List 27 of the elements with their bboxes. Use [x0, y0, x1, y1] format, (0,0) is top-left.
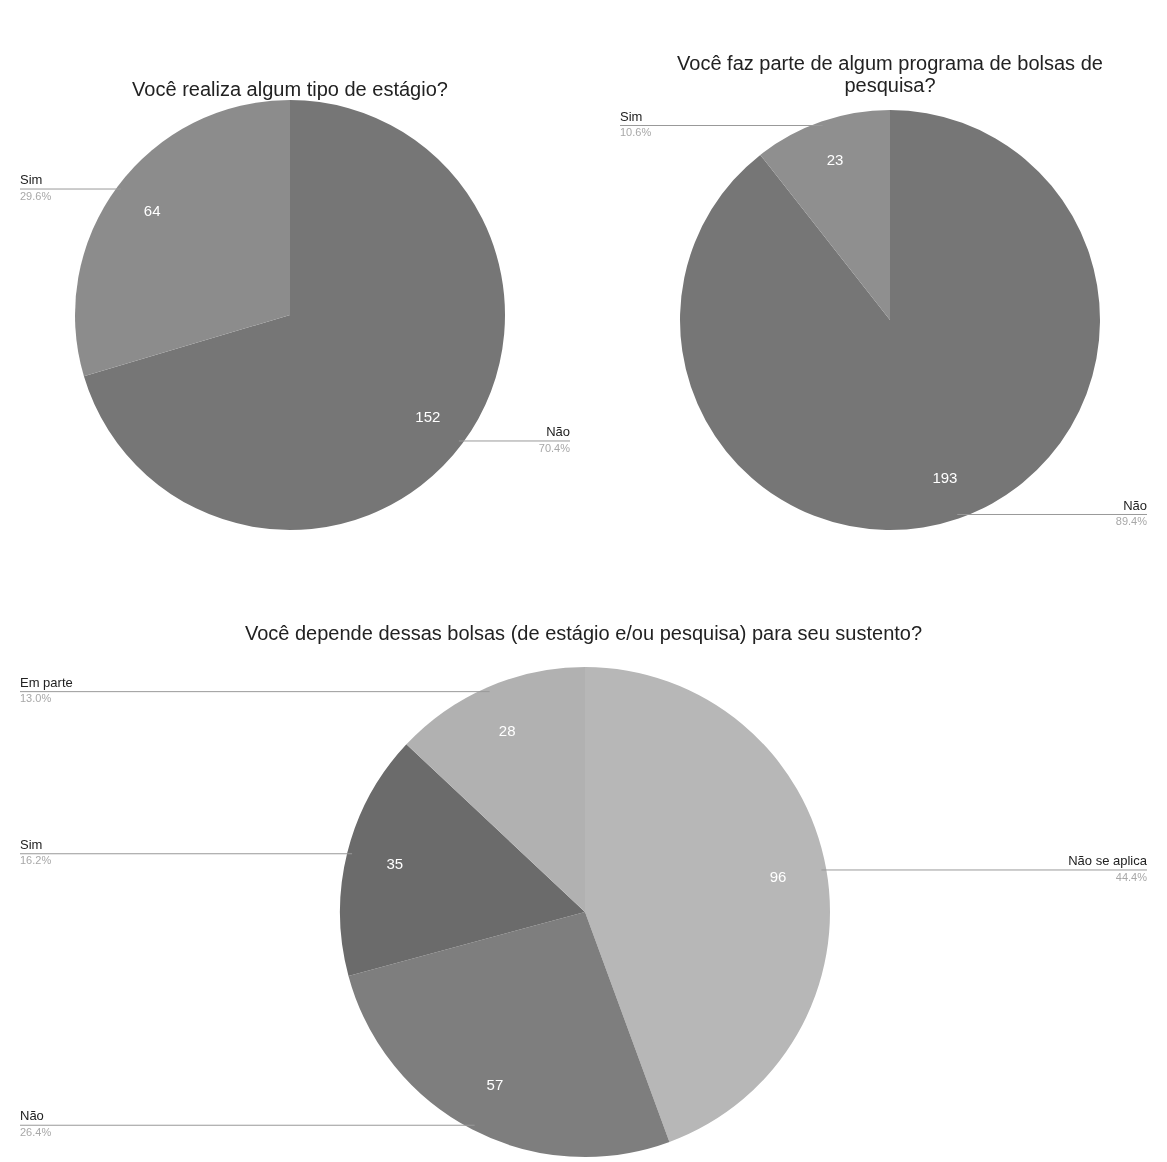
chart-title: Você depende dessas bolsas (de estágio e/ou pesquisa) para seu sustento?: [243, 622, 924, 644]
slice-label: Não: [1123, 497, 1147, 513]
text: 57: [486, 1076, 504, 1094]
data-label: 16.2%: [20, 854, 52, 867]
text: 23: [826, 151, 844, 169]
chart-title: Você realiza algum tipo de estágio?: [131, 78, 449, 100]
data-label: 29.6%: [20, 189, 52, 202]
text: 64: [143, 202, 161, 220]
data-label: 13.0%: [20, 692, 52, 705]
data-label: 89.4%: [1115, 515, 1148, 528]
chart-title: Você faz parte de algum programa de bolsas de pesquisa?: [676, 52, 1104, 96]
text: 35: [386, 854, 404, 872]
text: 96: [769, 867, 787, 885]
slice-label: Em parte: [20, 674, 73, 690]
slice-label: Sim: [20, 836, 43, 852]
text: 193: [932, 468, 958, 486]
data-label: 44.4%: [1115, 870, 1148, 883]
data-label: 70.4%: [538, 441, 571, 454]
text: 152: [415, 407, 441, 425]
slice-label: Não: [546, 424, 570, 440]
text: 28: [498, 722, 516, 740]
slice-label: Sim: [620, 108, 643, 124]
slice-label: Sim: [20, 172, 43, 188]
slice-label: Não: [20, 1108, 44, 1124]
data-label: 26.4%: [20, 1125, 52, 1138]
slice-label: Não se aplica: [1068, 853, 1148, 869]
data-label: 10.6%: [620, 126, 652, 139]
